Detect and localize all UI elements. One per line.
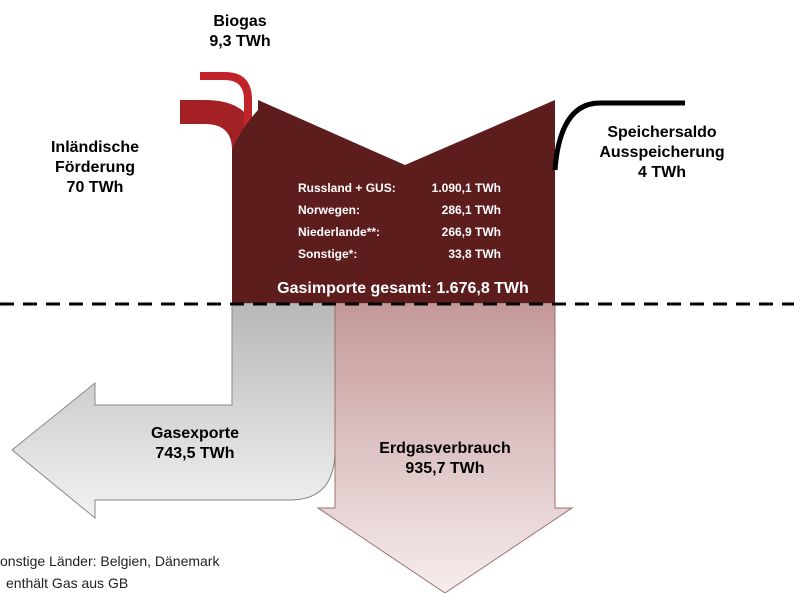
value: 935,7 TWh <box>405 460 484 477</box>
value: 743,5 TWh <box>155 445 234 462</box>
footnote: enthält Gas aus GB <box>6 575 128 591</box>
row-value: 286,1 TWh <box>442 203 501 217</box>
label: Förderung <box>55 159 135 176</box>
label: Inländische <box>51 139 139 156</box>
row-label: Russland + GUS: <box>298 181 396 195</box>
label: Gasexporte <box>151 425 239 442</box>
row-value: 1.090,1 TWh <box>432 181 501 195</box>
import-block <box>232 100 555 303</box>
row-label: Niederlande**: <box>298 225 380 239</box>
storage-flow <box>552 100 685 171</box>
value: 70 TWh <box>67 179 124 196</box>
row-value: 266,9 TWh <box>442 225 501 239</box>
value: 4 TWh <box>638 164 686 181</box>
row-value: 33,8 TWh <box>448 247 501 261</box>
row-label: Sonstige*: <box>298 247 357 261</box>
total: Gasimporte gesamt: 1.676,8 TWh <box>277 280 529 297</box>
label: Erdgasverbrauch <box>379 440 511 457</box>
row-label: Norwegen: <box>298 203 360 217</box>
label: Biogas <box>213 13 266 30</box>
export-flow <box>11 302 336 520</box>
label: Speichersaldo <box>607 124 717 141</box>
label: Ausspeicherung <box>599 144 724 161</box>
consumption-flow <box>316 302 574 593</box>
footnote: onstige Länder: Belgien, Dänemark <box>0 553 220 569</box>
value: 9,3 TWh <box>209 33 270 50</box>
